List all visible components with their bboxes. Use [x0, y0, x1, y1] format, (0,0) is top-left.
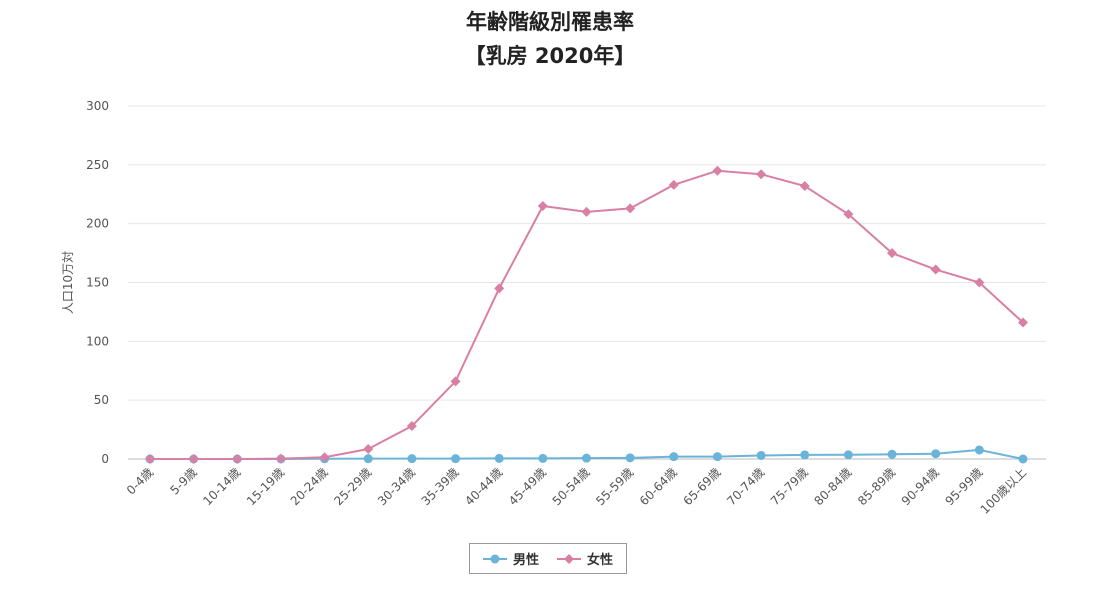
x-tick-label: 45-49歳 — [506, 465, 549, 508]
x-tick-label: 0-4歳 — [124, 465, 156, 497]
y-tick-label: 250 — [86, 158, 109, 172]
data-point — [712, 165, 723, 176]
x-tick-label: 25-29歳 — [331, 465, 374, 508]
data-point — [275, 453, 286, 464]
data-point — [1018, 454, 1028, 464]
data-point — [887, 449, 897, 459]
data-point — [188, 454, 199, 464]
data-point — [363, 443, 374, 454]
data-point — [581, 206, 592, 217]
y-tick-label: 0 — [101, 452, 109, 466]
data-point — [1018, 317, 1028, 328]
data-point — [450, 376, 461, 387]
data-point — [145, 454, 155, 464]
legend-item-male[interactable]: 男性 — [482, 549, 539, 568]
x-tick-label: 55-59歳 — [593, 465, 636, 508]
legend-label-female: 女性 — [587, 553, 614, 568]
x-tick-label: 5-9歳 — [168, 465, 200, 497]
chart-legend[interactable]: 男性 女性 — [469, 543, 627, 574]
x-tick-label: 15-19歳 — [244, 465, 287, 508]
x-tick-label: 80-84歳 — [811, 465, 854, 508]
x-tick-label: 50-54歳 — [550, 465, 593, 508]
x-tick-label: 60-64歳 — [637, 465, 680, 508]
x-tick-label: 65-69歳 — [681, 465, 724, 508]
x-tick-label: 35-39歳 — [419, 465, 462, 508]
data-point — [319, 452, 330, 463]
x-tick-label: 40-44歳 — [462, 465, 505, 508]
data-point — [756, 169, 767, 180]
data-point — [538, 453, 548, 463]
data-point — [494, 453, 504, 463]
data-point — [756, 450, 766, 460]
data-point — [843, 209, 854, 220]
data-point — [494, 283, 505, 294]
legend-item-female[interactable]: 女性 — [557, 549, 613, 568]
data-point — [974, 277, 985, 288]
y-tick-label: 50 — [94, 393, 109, 407]
data-point — [974, 445, 984, 455]
data-point — [363, 454, 373, 464]
x-tick-label: 85-89歳 — [855, 465, 898, 508]
y-axis-label: 人口10万対 — [61, 251, 75, 314]
data-point — [451, 454, 461, 464]
data-point — [582, 453, 591, 463]
data-point — [406, 421, 417, 432]
y-tick-label: 300 — [86, 99, 109, 113]
data-point — [887, 248, 898, 259]
data-point — [625, 203, 636, 214]
x-tick-label: 70-74歳 — [724, 465, 767, 508]
data-point — [668, 179, 679, 190]
legend-label-male: 男性 — [512, 553, 539, 568]
data-point — [930, 264, 941, 275]
y-tick-label: 200 — [86, 217, 109, 231]
y-tick-label: 100 — [86, 334, 109, 348]
data-point — [232, 454, 243, 464]
x-tick-label: 30-34歳 — [375, 465, 418, 508]
female-series-swatch-icon — [557, 553, 581, 564]
x-tick-label: 95-99歳 — [942, 465, 985, 508]
chart-subtitle: 【乳房 2020年】 — [464, 44, 636, 68]
x-tick-label: 90-94歳 — [899, 465, 942, 508]
x-tick-label: 75-79歳 — [768, 465, 811, 508]
data-point — [669, 452, 679, 462]
y-tick-label: 150 — [86, 276, 109, 290]
data-point — [843, 450, 853, 460]
data-point — [799, 181, 810, 192]
x-tick-label: 20-24歳 — [288, 465, 331, 508]
data-point — [625, 453, 635, 463]
data-point — [931, 449, 941, 459]
male-series-swatch-icon — [482, 554, 507, 563]
x-tick-label: 100歳以上 — [978, 465, 1030, 517]
chart-title: 年齢階級別罹患率 — [466, 10, 634, 34]
x-tick-label: 10-14歳 — [200, 465, 243, 508]
data-point — [800, 450, 810, 460]
data-point — [537, 201, 548, 212]
data-point — [407, 454, 417, 464]
data-point — [712, 452, 722, 462]
